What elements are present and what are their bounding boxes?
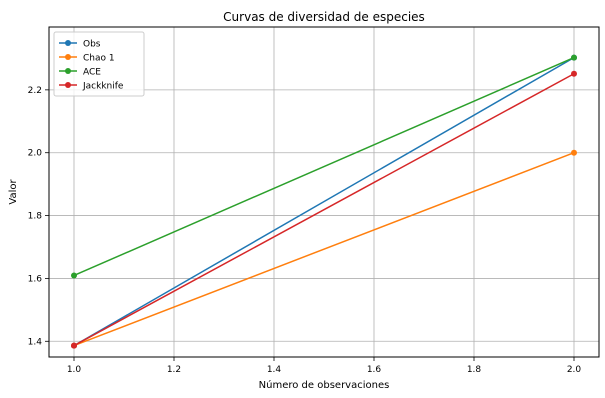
legend-box — [53, 31, 145, 97]
y-tick-label: 1.8 — [28, 212, 43, 222]
x-tick-label: 1.6 — [367, 365, 382, 375]
series-line-jackknife — [73, 73, 575, 347]
y-tick-label: 1.6 — [28, 274, 43, 284]
plot-frame — [48, 26, 600, 358]
series-layer — [71, 54, 577, 349]
x-tick-label: 1.2 — [167, 365, 181, 375]
x-tick-label: 1.0 — [67, 365, 82, 375]
legend-marker-chao-1 — [65, 54, 71, 60]
data-point-jackknife — [571, 70, 577, 77]
data-point-jackknife — [71, 342, 77, 349]
legend-marker-ace — [65, 68, 71, 74]
legend-label-obs: Obs — [83, 40, 101, 50]
legend-marker-jackknife — [65, 82, 71, 88]
chart-title: Curvas de diversidad de especies — [223, 10, 425, 24]
x-tick-label: 1.8 — [467, 365, 482, 375]
axis-ticks: 1.0 1.2 1.4 1.6 1.8 2.0 1.4 1.6 1.8 2.0 2.2 — [28, 86, 582, 375]
y-tick-label: 2.2 — [28, 86, 42, 96]
series-line-obs — [73, 56, 575, 347]
y-tick-label: 2.0 — [28, 149, 43, 159]
x-tick-label: 2.0 — [567, 365, 582, 375]
data-point-ace — [571, 54, 577, 61]
series-line-chao-1 — [73, 152, 575, 347]
data-point-ace — [71, 272, 77, 279]
legend-label-jackknife: Jackknife — [82, 82, 124, 92]
legend-label-ace: ACE — [83, 68, 101, 78]
legend: Obs Chao 1 ACE Jackknife — [53, 31, 145, 97]
y-tick-label: 1.4 — [28, 337, 43, 347]
y-axis-label: Valor — [8, 179, 19, 205]
x-axis-label: Número de observaciones — [259, 379, 390, 391]
legend-label-chao-1: Chao 1 — [83, 54, 115, 64]
x-tick-label: 1.4 — [267, 365, 282, 375]
series-line-ace — [73, 56, 575, 277]
grid — [49, 27, 599, 357]
data-point-chao-1 — [571, 149, 577, 156]
legend-marker-obs — [65, 40, 71, 46]
